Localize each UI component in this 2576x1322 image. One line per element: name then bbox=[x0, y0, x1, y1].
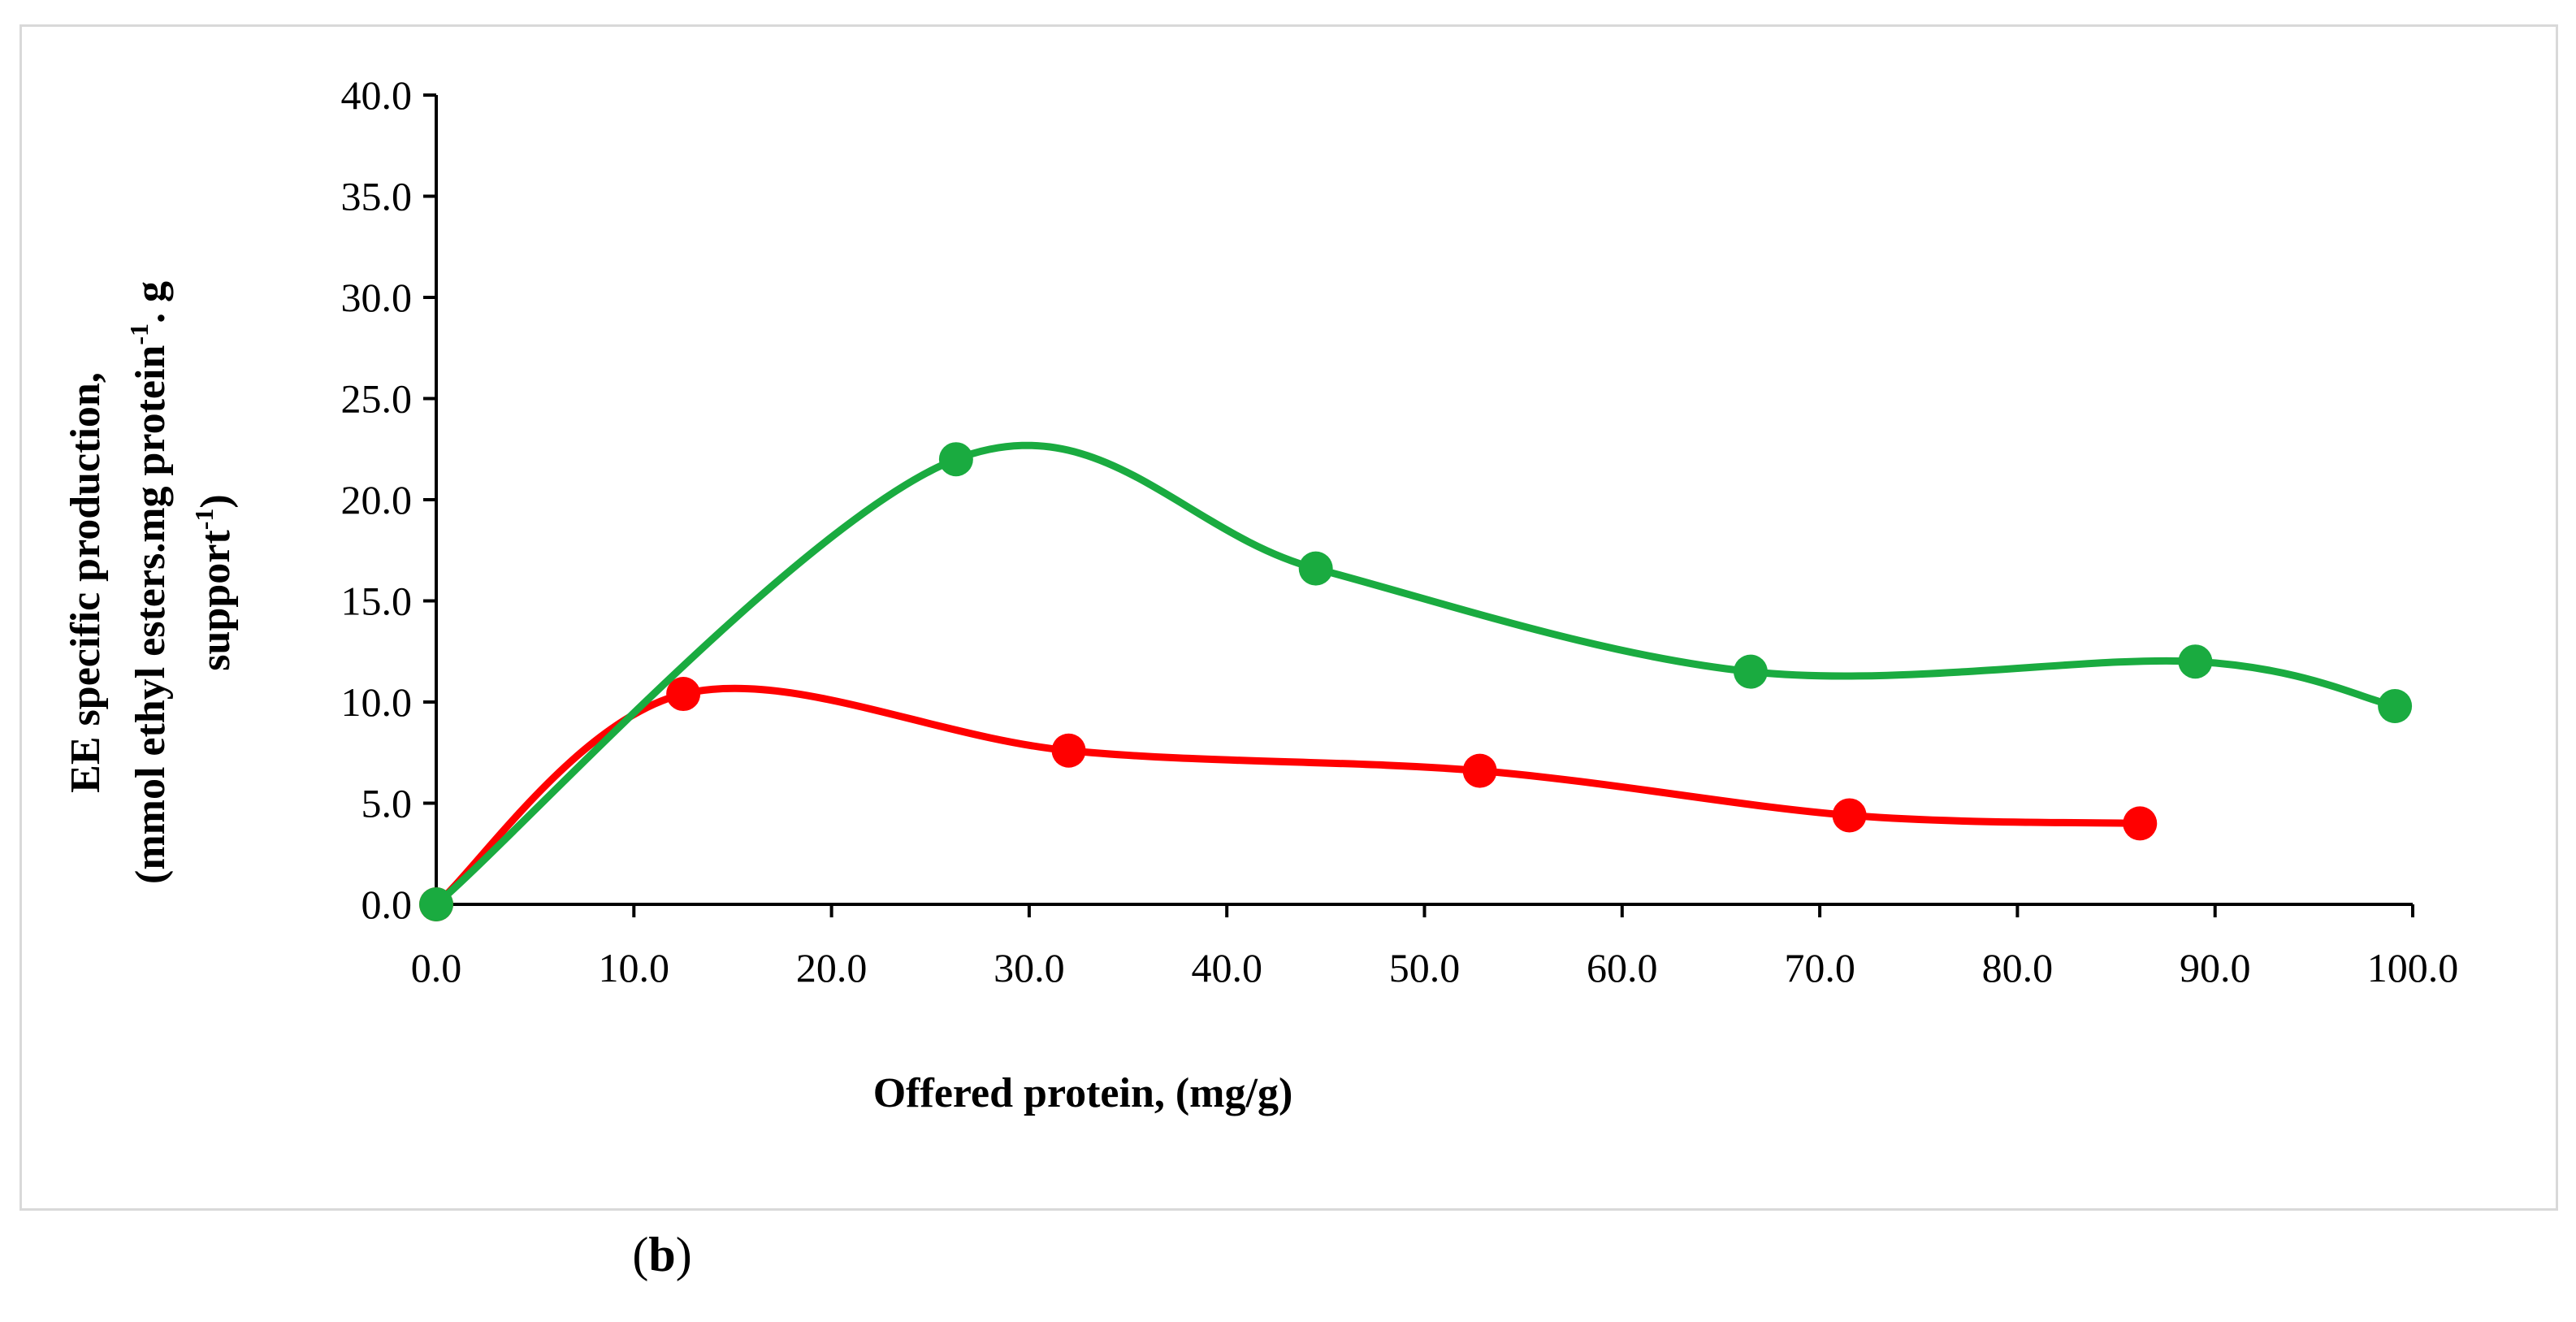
data-point bbox=[2378, 688, 2413, 723]
y-tick-label: 10.0 bbox=[341, 679, 413, 725]
chart: 0.0 5.0 10.0 15.0 20.0 25.0 30.0 35.0 40.0 0.0 10.… bbox=[63, 72, 2459, 1116]
data-point bbox=[938, 442, 973, 477]
series-line bbox=[432, 684, 2144, 908]
figure-caption: (b) bbox=[632, 1228, 692, 1281]
data-point bbox=[2178, 644, 2213, 679]
y-tick-label: 40.0 bbox=[341, 72, 413, 118]
data-point bbox=[2123, 806, 2158, 841]
y-tick-label: 15.0 bbox=[341, 579, 413, 624]
series-green bbox=[419, 441, 2413, 921]
x-axis-label: Offered protein, (mg/g) bbox=[873, 1070, 1293, 1116]
x-tick-label: 40.0 bbox=[1191, 945, 1262, 990]
chart-frame bbox=[19, 24, 2558, 1211]
x-tick-label: 100.0 bbox=[2367, 945, 2459, 990]
y-axis-label-line1: EE specific production, bbox=[63, 372, 109, 793]
y-tick-label: 25.0 bbox=[341, 376, 413, 422]
axes: 0.0 5.0 10.0 15.0 20.0 25.0 30.0 35.0 40.0 0.0 10.… bbox=[341, 72, 2459, 990]
x-tick-label: 0.0 bbox=[411, 945, 462, 990]
data-point bbox=[1462, 753, 1497, 788]
caption-letter: b bbox=[648, 1228, 676, 1281]
y-tick-label: 35.0 bbox=[341, 174, 413, 219]
x-tick-label: 20.0 bbox=[796, 945, 868, 990]
y-axis-label: EE specific production, (mmol ethyl este… bbox=[63, 281, 239, 884]
data-point bbox=[1832, 798, 1867, 833]
x-tick-label: 50.0 bbox=[1389, 945, 1461, 990]
x-tick-label: 30.0 bbox=[994, 945, 1065, 990]
y-axis-label-line3: support-1) bbox=[189, 494, 239, 670]
x-tick-label: 10.0 bbox=[599, 945, 670, 990]
x-tick-label: 90.0 bbox=[2180, 945, 2251, 990]
y-axis-label-line2: (mmol ethyl esters.mg protein-1. g bbox=[124, 281, 174, 884]
data-point bbox=[1733, 654, 1768, 689]
data-point bbox=[1051, 733, 1086, 768]
y-tick-label: 5.0 bbox=[362, 781, 413, 826]
data-point bbox=[1298, 551, 1333, 586]
data-point bbox=[419, 887, 453, 921]
y-tick-label: 30.0 bbox=[341, 275, 413, 320]
x-tick-label: 70.0 bbox=[1784, 945, 1855, 990]
y-tick-label: 20.0 bbox=[341, 477, 413, 522]
series-red bbox=[419, 677, 2158, 921]
x-tick-label: 60.0 bbox=[1587, 945, 1658, 990]
y-tick-label: 0.0 bbox=[362, 882, 413, 927]
series-line bbox=[432, 441, 2399, 908]
x-tick-label: 80.0 bbox=[1982, 945, 2054, 990]
data-point bbox=[666, 677, 701, 712]
series-layer bbox=[419, 441, 2413, 921]
